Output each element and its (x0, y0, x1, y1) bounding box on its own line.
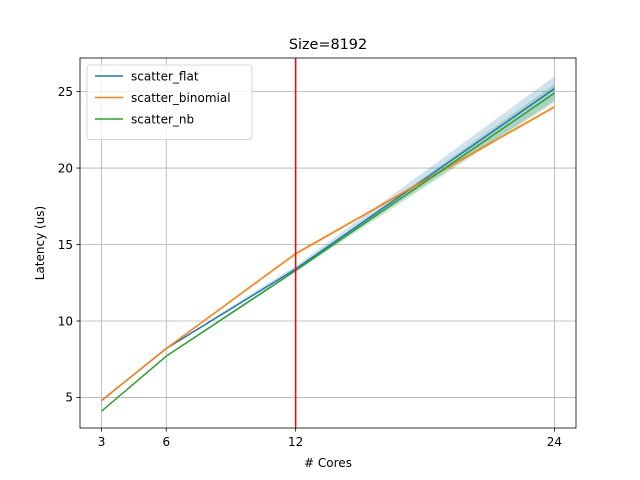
series-line-scatter-nb (101, 92, 555, 412)
legend-label-scatter-nb: scatter_nb (131, 112, 194, 126)
legend-label-scatter-flat: scatter_flat (131, 69, 199, 83)
x-tick-label: 6 (162, 435, 170, 449)
series-lines (101, 87, 555, 412)
plot-frame (79, 57, 577, 429)
x-tick-label: 12 (288, 435, 303, 449)
x-tick-label: 3 (98, 435, 106, 449)
chart-title: Size=8192 (289, 37, 367, 53)
legend-label-scatter-binomial: scatter_binomial (131, 91, 231, 105)
y-tick-label: 25 (58, 85, 73, 99)
y-tick-label: 20 (58, 161, 73, 175)
y-tick-label: 10 (58, 314, 73, 328)
y-axis-label: Latency (us) (33, 206, 47, 280)
y-tick-label: 15 (58, 238, 73, 252)
y-axis-ticks: 5 10 15 20 25 (58, 85, 80, 405)
legend: scatter_flat scatter_binomial scatter_nb (86, 64, 253, 140)
x-axis-label: # Cores (304, 456, 352, 470)
legend-box (86, 64, 253, 140)
x-axis-ticks: 3 6 12 24 (98, 428, 562, 449)
x-tick-label: 24 (547, 435, 562, 449)
series-line-scatter-binomial (101, 106, 555, 402)
y-tick-label: 5 (65, 391, 73, 405)
